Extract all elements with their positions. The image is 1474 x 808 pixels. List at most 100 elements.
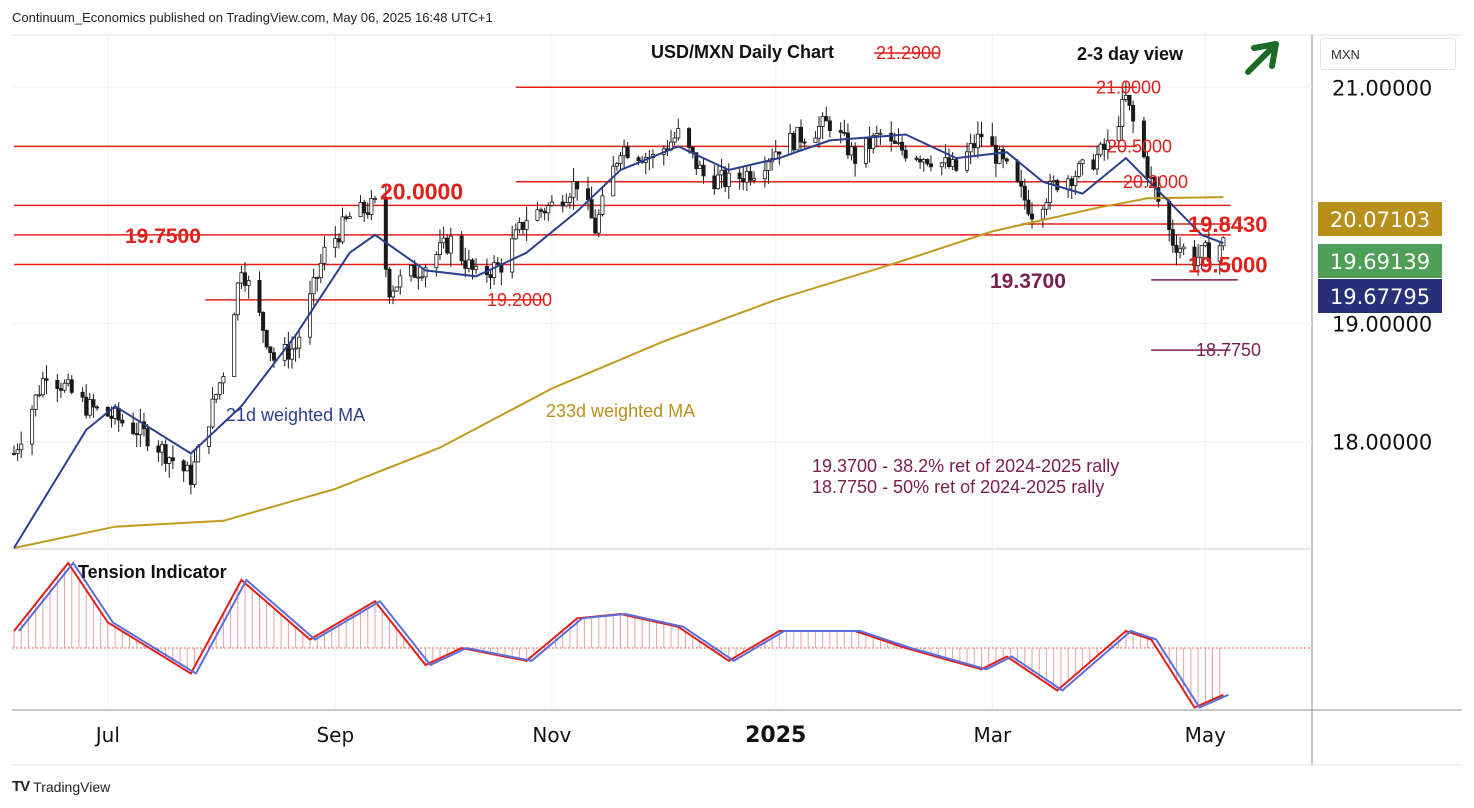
level-label: 19.7500 [125, 225, 201, 248]
candle-body [210, 398, 215, 428]
candle-body [975, 133, 980, 149]
candle-body [1073, 175, 1078, 186]
candle-body [239, 272, 244, 284]
candle-body [470, 259, 475, 270]
price-badge-label: 19.69139 [1330, 250, 1430, 274]
candle-body [167, 457, 172, 464]
candle-body [918, 158, 923, 163]
time-axis[interactable]: Jul Sep Nov 2025 Mar May [94, 723, 1226, 748]
candle-body [160, 444, 165, 453]
candle-body [1030, 213, 1035, 220]
candle-body [636, 157, 641, 161]
candle-body [437, 242, 442, 255]
candle-body [344, 216, 349, 219]
candle-body [535, 209, 540, 221]
candle-body [694, 152, 699, 170]
candle-body [820, 116, 825, 127]
candle-body [495, 262, 500, 265]
candle-body [719, 169, 724, 176]
candle-body [474, 266, 479, 270]
candle-body [972, 143, 977, 149]
footer-brand[interactable]: TV TradingView [12, 778, 110, 795]
candle-body [69, 379, 74, 393]
candle-body [795, 126, 800, 151]
candle-body [921, 158, 926, 163]
candle-body [712, 175, 717, 190]
candle-body [37, 394, 42, 397]
candle-body [297, 336, 302, 349]
candle-body [878, 132, 883, 135]
candle-body [289, 348, 294, 360]
candle-body [221, 376, 226, 384]
candle-body [798, 126, 803, 143]
candle-body [845, 132, 850, 156]
candle-body [943, 157, 948, 164]
candle-body [560, 201, 565, 207]
candle-body [965, 151, 970, 171]
candle-body [55, 379, 60, 389]
candle-body [58, 388, 63, 391]
candle-body [1019, 180, 1024, 187]
candle-body [1069, 178, 1074, 186]
candle-body [791, 133, 796, 151]
candle-body [611, 165, 616, 197]
candle-body [788, 133, 793, 155]
candle-body [192, 461, 197, 485]
candle-body [441, 237, 446, 244]
candles [11, 82, 1226, 495]
candle-body [1196, 256, 1201, 266]
candle-body [838, 130, 843, 133]
tension-indicator-pane [12, 561, 1312, 709]
candle-body [394, 286, 399, 292]
time-tick-label: Sep [316, 723, 354, 747]
candle-body [145, 428, 150, 447]
candle-body [445, 237, 450, 254]
candle-body [813, 137, 818, 144]
candle-body [849, 146, 854, 156]
candle-body [419, 276, 424, 279]
candle-body [863, 138, 868, 164]
candle-body [131, 422, 136, 434]
candle-body [44, 378, 49, 381]
candle-body [448, 235, 453, 254]
candle-body [95, 406, 100, 409]
candle-body [914, 157, 919, 160]
candle-body [549, 201, 554, 207]
candle-body [1123, 94, 1128, 100]
wma21-label: 21d weighted MA [226, 405, 365, 425]
candle-body [928, 163, 933, 168]
level-label: 21.2900 [876, 43, 941, 63]
candle-body [874, 133, 879, 137]
candle-body [156, 445, 161, 453]
candle-body [271, 352, 276, 361]
candle-body [423, 267, 428, 278]
candle-body [614, 163, 619, 167]
candle-body [91, 399, 96, 408]
price-axis[interactable]: 21.00000 19.00000 18.00000 20.07103 19.69139… [1318, 76, 1442, 455]
price-tick-label: 18.00000 [1332, 431, 1432, 455]
candle-body [896, 141, 901, 144]
candle-body [766, 161, 771, 171]
chart-title: USD/MXN Daily Chart [651, 42, 834, 62]
candle-body [33, 394, 38, 410]
candle-body [741, 178, 746, 183]
support-resistance-levels [14, 52, 1238, 351]
candle-body [723, 169, 728, 188]
candle-body [362, 201, 367, 214]
candle-body [622, 146, 627, 157]
candle-body [1095, 154, 1100, 170]
candle-body [892, 140, 897, 144]
candle-body [322, 246, 327, 264]
candle-body [593, 217, 598, 234]
level-label: 20.0000 [380, 178, 463, 204]
candle-body [1022, 185, 1027, 201]
level-label: 21.0000 [1096, 77, 1161, 97]
candle-body [398, 275, 403, 288]
candle-body [62, 382, 67, 391]
wma233-line [13, 196, 1224, 549]
candle-body [853, 146, 858, 164]
currency-unit-label[interactable]: MXN [1320, 38, 1456, 70]
candle-body [387, 268, 392, 298]
candle-body [954, 159, 959, 171]
